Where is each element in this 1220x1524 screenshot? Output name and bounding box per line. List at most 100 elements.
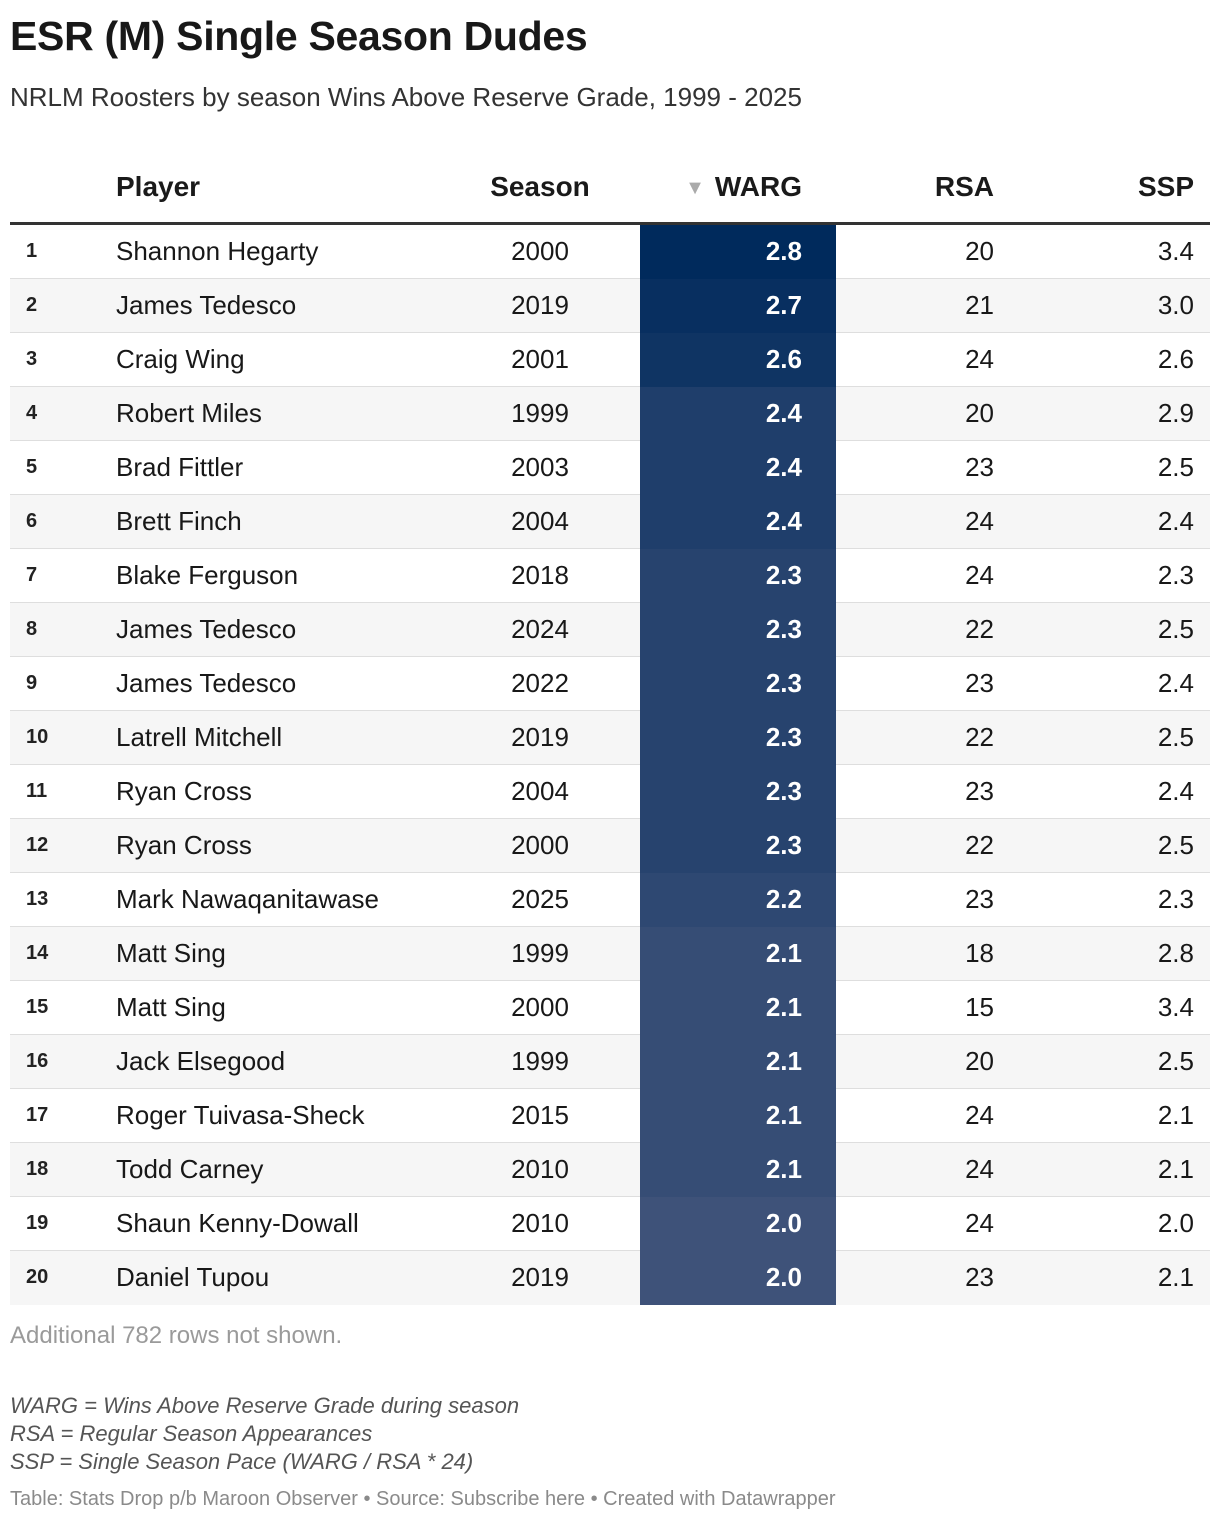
cell-rsa: 23 [836, 1250, 1010, 1305]
column-header-season[interactable]: Season [440, 152, 640, 225]
cell-rank: 15 [10, 980, 105, 1035]
cell-rank: 16 [10, 1034, 105, 1089]
cell-season: 2000 [440, 980, 640, 1035]
cell-warg: 2.3 [640, 710, 836, 765]
cell-warg: 2.3 [640, 548, 836, 603]
cell-ssp: 2.5 [1010, 602, 1210, 657]
cell-rank: 12 [10, 818, 105, 873]
cell-season: 2010 [440, 1142, 640, 1197]
cell-ssp: 2.3 [1010, 548, 1210, 603]
cell-rank: 1 [10, 223, 105, 279]
cell-ssp: 2.5 [1010, 1034, 1210, 1089]
cell-warg: 2.3 [640, 602, 836, 657]
table-row: 10 Latrell Mitchell 2019 2.3 22 2.5 [10, 710, 1210, 765]
table-row: 2 James Tedesco 2019 2.7 21 3.0 [10, 278, 1210, 333]
cell-ssp: 2.9 [1010, 386, 1210, 441]
cell-warg: 2.8 [640, 223, 836, 279]
column-header-warg[interactable]: ▼ WARG [640, 152, 836, 225]
cell-rsa: 20 [836, 386, 1010, 441]
table-row: 20 Daniel Tupou 2019 2.0 23 2.1 [10, 1250, 1210, 1305]
cell-season: 2024 [440, 602, 640, 657]
more-rows-note: Additional 782 rows not shown. [10, 1322, 343, 1349]
cell-player: Latrell Mitchell [105, 710, 440, 765]
column-header-warg-label: WARG [714, 171, 802, 202]
cell-rank: 13 [10, 872, 105, 927]
cell-ssp: 2.4 [1010, 494, 1210, 549]
column-header-player[interactable]: Player [105, 152, 440, 225]
cell-rsa: 15 [836, 980, 1010, 1035]
cell-rsa: 24 [836, 332, 1010, 387]
cell-rsa: 23 [836, 764, 1010, 819]
cell-ssp: 3.4 [1010, 223, 1210, 279]
cell-rsa: 22 [836, 818, 1010, 873]
cell-ssp: 2.1 [1010, 1142, 1210, 1197]
cell-rsa: 20 [836, 223, 1010, 279]
cell-warg: 2.6 [640, 332, 836, 387]
cell-warg: 2.0 [640, 1250, 836, 1305]
table-row: 5 Brad Fittler 2003 2.4 23 2.5 [10, 440, 1210, 495]
cell-rsa: 24 [836, 1196, 1010, 1251]
cell-rank: 19 [10, 1196, 105, 1251]
cell-ssp: 2.5 [1010, 440, 1210, 495]
cell-player: Brad Fittler [105, 440, 440, 495]
cell-rank: 20 [10, 1250, 105, 1305]
cell-season: 2022 [440, 656, 640, 711]
cell-player: James Tedesco [105, 602, 440, 657]
cell-ssp: 2.0 [1010, 1196, 1210, 1251]
cell-season: 2004 [440, 494, 640, 549]
data-table: Player Season ▼ WARG RSA SSP 1 Shannon Heg… [10, 152, 1210, 1305]
cell-season: 2004 [440, 764, 640, 819]
table-row: 14 Matt Sing 1999 2.1 18 2.8 [10, 926, 1210, 981]
table-row: 9 James Tedesco 2022 2.3 23 2.4 [10, 656, 1210, 711]
cell-rank: 7 [10, 548, 105, 603]
cell-rsa: 23 [836, 656, 1010, 711]
cell-season: 2010 [440, 1196, 640, 1251]
cell-warg: 2.1 [640, 1088, 836, 1143]
column-header-ssp[interactable]: SSP [1010, 152, 1210, 225]
cell-rank: 17 [10, 1088, 105, 1143]
cell-warg: 2.4 [640, 440, 836, 495]
cell-player: James Tedesco [105, 278, 440, 333]
table-row: 8 James Tedesco 2024 2.3 22 2.5 [10, 602, 1210, 657]
cell-ssp: 3.4 [1010, 980, 1210, 1035]
table-row: 6 Brett Finch 2004 2.4 24 2.4 [10, 494, 1210, 549]
cell-warg: 2.0 [640, 1196, 836, 1251]
cell-rank: 8 [10, 602, 105, 657]
column-header-rsa[interactable]: RSA [836, 152, 1010, 225]
cell-ssp: 2.4 [1010, 656, 1210, 711]
cell-rsa: 23 [836, 440, 1010, 495]
cell-season: 2015 [440, 1088, 640, 1143]
cell-warg: 2.1 [640, 926, 836, 981]
cell-season: 2019 [440, 710, 640, 765]
cell-rsa: 18 [836, 926, 1010, 981]
table-row: 11 Ryan Cross 2004 2.3 23 2.4 [10, 764, 1210, 819]
table-row: 15 Matt Sing 2000 2.1 15 3.4 [10, 980, 1210, 1035]
cell-rsa: 24 [836, 548, 1010, 603]
cell-warg: 2.2 [640, 872, 836, 927]
cell-season: 2019 [440, 278, 640, 333]
cell-rsa: 22 [836, 710, 1010, 765]
cell-season: 2001 [440, 332, 640, 387]
footer-credits: Table: Stats Drop p/b Maroon Observer • … [10, 1488, 836, 1510]
cell-rsa: 20 [836, 1034, 1010, 1089]
cell-season: 2019 [440, 1250, 640, 1305]
table-row: 3 Craig Wing 2001 2.6 24 2.6 [10, 332, 1210, 387]
column-header-rank [10, 152, 105, 225]
note-warg: WARG = Wins Above Reserve Grade during s… [10, 1393, 520, 1418]
cell-ssp: 2.6 [1010, 332, 1210, 387]
cell-ssp: 2.1 [1010, 1250, 1210, 1305]
cell-player: Todd Carney [105, 1142, 440, 1197]
cell-rank: 11 [10, 764, 105, 819]
cell-ssp: 3.0 [1010, 278, 1210, 333]
cell-rank: 18 [10, 1142, 105, 1197]
page-title: ESR (M) Single Season Dudes [10, 13, 588, 59]
cell-warg: 2.3 [640, 818, 836, 873]
cell-season: 2003 [440, 440, 640, 495]
table-row: 16 Jack Elsegood 1999 2.1 20 2.5 [10, 1034, 1210, 1089]
cell-ssp: 2.8 [1010, 926, 1210, 981]
table-header-row: Player Season ▼ WARG RSA SSP [10, 152, 1210, 225]
cell-player: Craig Wing [105, 332, 440, 387]
cell-rsa: 21 [836, 278, 1010, 333]
cell-warg: 2.4 [640, 386, 836, 441]
cell-player: Robert Miles [105, 386, 440, 441]
